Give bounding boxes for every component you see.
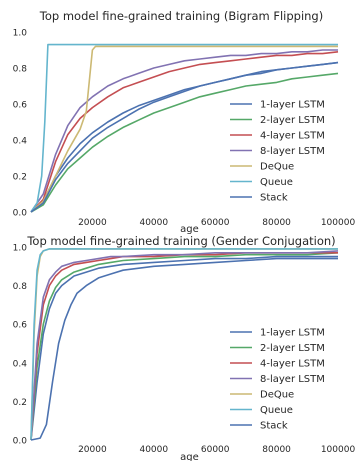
chart-title: Top model fine-grained training (Bigram … — [39, 9, 323, 23]
series-line-stack — [30, 61, 339, 213]
x-tick-label: 60000 — [201, 218, 230, 228]
series-line-2-layer-lstm — [30, 72, 339, 213]
legend-label: DeQue — [260, 390, 294, 401]
y-tick-label: 0.6 — [13, 321, 28, 331]
legend-label: 1-layer LSTM — [260, 100, 325, 111]
y-tick-label: 1.0 — [13, 29, 28, 39]
x-tick-label: 20000 — [78, 218, 107, 228]
y-tick-label: 0.0 — [13, 437, 28, 447]
series-line-4-layer-lstm — [30, 51, 339, 213]
y-tick-label: 0.4 — [13, 359, 28, 369]
legend-label: 8-layer LSTM — [260, 374, 325, 385]
y-tick-label: 0.0 — [13, 209, 28, 219]
y-tick-label: 0.6 — [13, 101, 28, 111]
chart-gender-conjugation: Top model fine-grained training (Gender … — [13, 234, 355, 461]
x-tick-label: 20000 — [78, 445, 107, 455]
legend-label: DeQue — [260, 162, 294, 173]
x-tick-label: 80000 — [262, 445, 291, 455]
y-tick-label: 1.0 — [13, 244, 28, 254]
legend-label: Stack — [260, 421, 288, 432]
x-tick-label: 40000 — [139, 445, 168, 455]
chart-bigram-flipping: Top model fine-grained training (Bigram … — [13, 9, 355, 235]
x-tick-label: 40000 — [139, 218, 168, 228]
series-line-queue — [30, 248, 338, 441]
legend-label: 4-layer LSTM — [260, 359, 325, 370]
series-line-stack — [30, 257, 338, 441]
x-tick-label: 100000 — [321, 218, 355, 228]
x-axis-label: age — [180, 224, 199, 235]
series-line-queue — [30, 43, 338, 213]
legend-label: 2-layer LSTM — [260, 343, 325, 354]
series-line-deque — [30, 45, 338, 213]
legend-label: 4-layer LSTM — [260, 131, 325, 142]
series-line-8-layer-lstm — [30, 250, 339, 441]
legend-label: 8-layer LSTM — [260, 146, 325, 157]
series-line-1-layer-lstm — [30, 255, 338, 441]
chart-title: Top model fine-grained training (Gender … — [26, 234, 335, 248]
legend-label: Stack — [260, 193, 288, 204]
series-line-8-layer-lstm — [30, 49, 338, 213]
legend-label: Queue — [260, 405, 293, 416]
x-tick-label: 100000 — [321, 445, 355, 455]
legend-label: Queue — [260, 177, 293, 188]
y-tick-label: 0.8 — [13, 282, 28, 292]
legend-label: 2-layer LSTM — [260, 115, 325, 126]
series-line-2-layer-lstm — [30, 252, 339, 441]
y-tick-label: 0.4 — [13, 137, 28, 147]
y-tick-label: 0.2 — [13, 173, 27, 183]
x-axis-label: age — [180, 452, 199, 461]
y-tick-label: 0.2 — [13, 398, 27, 408]
y-tick-label: 0.8 — [13, 65, 28, 75]
x-tick-label: 60000 — [201, 445, 230, 455]
legend-label: 1-layer LSTM — [260, 328, 325, 339]
x-tick-label: 80000 — [262, 218, 291, 228]
